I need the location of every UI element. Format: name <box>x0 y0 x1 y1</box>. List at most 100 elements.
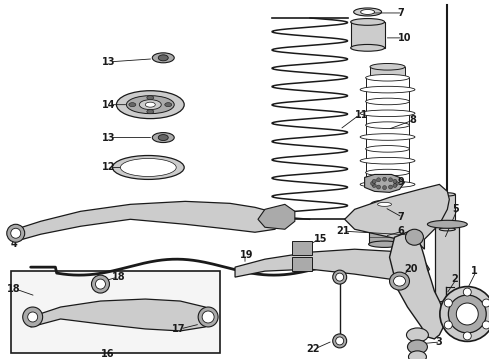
Polygon shape <box>258 204 295 229</box>
Circle shape <box>464 332 471 340</box>
Ellipse shape <box>390 272 410 290</box>
Bar <box>436 224 459 314</box>
Ellipse shape <box>360 157 415 164</box>
Ellipse shape <box>407 328 428 342</box>
Bar <box>351 22 385 48</box>
Bar <box>368 214 400 244</box>
Ellipse shape <box>333 334 346 348</box>
Ellipse shape <box>139 100 161 110</box>
Ellipse shape <box>351 44 385 51</box>
Circle shape <box>383 186 387 190</box>
Ellipse shape <box>436 222 459 227</box>
Text: 13: 13 <box>102 57 116 67</box>
Ellipse shape <box>366 122 410 129</box>
Ellipse shape <box>440 228 455 231</box>
Circle shape <box>394 181 398 185</box>
Ellipse shape <box>152 132 174 143</box>
Ellipse shape <box>333 270 346 284</box>
Bar <box>11 271 220 353</box>
Ellipse shape <box>366 145 410 152</box>
Ellipse shape <box>147 96 154 100</box>
Ellipse shape <box>152 53 174 63</box>
Circle shape <box>444 299 452 307</box>
Ellipse shape <box>117 91 184 118</box>
Ellipse shape <box>393 276 406 286</box>
Ellipse shape <box>448 295 486 333</box>
Bar <box>433 304 461 324</box>
Circle shape <box>383 177 387 181</box>
Ellipse shape <box>23 307 43 327</box>
Circle shape <box>444 321 452 329</box>
Text: 17: 17 <box>172 324 185 334</box>
Ellipse shape <box>360 110 415 117</box>
Ellipse shape <box>158 135 168 140</box>
Circle shape <box>393 179 397 183</box>
Ellipse shape <box>378 202 392 206</box>
Ellipse shape <box>92 275 109 293</box>
Text: 8: 8 <box>410 114 416 125</box>
Ellipse shape <box>409 351 426 360</box>
Ellipse shape <box>165 103 172 107</box>
Ellipse shape <box>366 98 410 105</box>
Ellipse shape <box>336 273 343 281</box>
Ellipse shape <box>354 8 382 16</box>
Ellipse shape <box>146 102 155 107</box>
Ellipse shape <box>366 169 410 176</box>
Text: 12: 12 <box>102 162 116 172</box>
Ellipse shape <box>336 337 343 345</box>
Text: 6: 6 <box>397 226 404 236</box>
Text: 14: 14 <box>102 100 116 110</box>
Text: 16: 16 <box>100 349 114 359</box>
Bar <box>292 241 312 255</box>
Polygon shape <box>390 231 444 339</box>
Ellipse shape <box>121 158 176 176</box>
Circle shape <box>377 185 381 189</box>
Polygon shape <box>235 249 429 281</box>
Circle shape <box>482 299 490 307</box>
Circle shape <box>370 181 374 185</box>
Text: 7: 7 <box>397 212 404 222</box>
Circle shape <box>389 185 392 189</box>
Text: 7: 7 <box>397 8 404 18</box>
Ellipse shape <box>360 181 415 188</box>
Circle shape <box>482 321 490 329</box>
Ellipse shape <box>96 279 105 289</box>
Ellipse shape <box>370 63 405 70</box>
Ellipse shape <box>433 301 461 307</box>
Ellipse shape <box>361 9 374 14</box>
Ellipse shape <box>436 312 459 316</box>
Ellipse shape <box>11 228 21 238</box>
Ellipse shape <box>198 307 218 327</box>
Text: 3: 3 <box>436 337 442 347</box>
Text: 10: 10 <box>397 33 411 43</box>
Ellipse shape <box>370 201 398 208</box>
Text: 19: 19 <box>240 250 253 260</box>
Ellipse shape <box>368 211 400 217</box>
Ellipse shape <box>408 340 427 354</box>
Circle shape <box>389 178 392 182</box>
Ellipse shape <box>406 229 423 245</box>
Ellipse shape <box>440 193 455 196</box>
Text: 13: 13 <box>102 132 116 143</box>
Bar <box>440 194 455 229</box>
Ellipse shape <box>351 19 385 25</box>
Ellipse shape <box>158 55 168 61</box>
Circle shape <box>372 179 376 183</box>
Text: 20: 20 <box>404 264 418 274</box>
Text: 5: 5 <box>452 204 459 214</box>
Ellipse shape <box>433 321 461 327</box>
Ellipse shape <box>147 110 154 114</box>
Ellipse shape <box>126 96 174 114</box>
Ellipse shape <box>202 311 214 323</box>
Bar <box>370 67 405 78</box>
Ellipse shape <box>112 156 184 179</box>
Ellipse shape <box>129 103 136 107</box>
Text: 2: 2 <box>451 274 458 284</box>
Text: 22: 22 <box>306 344 320 354</box>
Text: 21: 21 <box>336 226 350 236</box>
Ellipse shape <box>427 220 467 228</box>
Bar <box>292 257 312 271</box>
Circle shape <box>393 184 397 188</box>
Ellipse shape <box>366 75 410 81</box>
Ellipse shape <box>368 241 400 247</box>
